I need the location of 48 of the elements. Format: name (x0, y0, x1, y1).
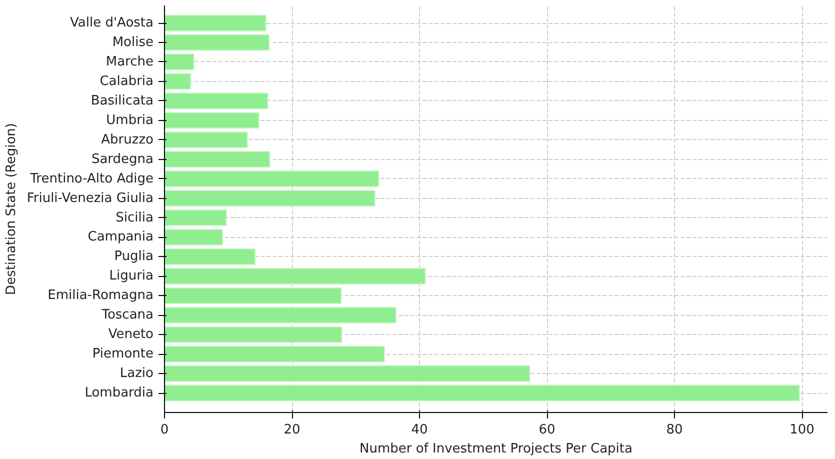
bar (164, 34, 270, 51)
bar (164, 190, 376, 207)
y-tick-label: Basilicata (90, 93, 154, 108)
y-tick-label: Toscana (100, 308, 154, 323)
y-tick-label: Molise (112, 35, 154, 50)
bar (164, 248, 256, 265)
bar (164, 73, 192, 90)
y-tick-label: Lazio (120, 366, 154, 382)
x-tick-label: 20 (284, 422, 300, 438)
bar (164, 306, 396, 324)
y-tick-label: Veneto (108, 327, 154, 342)
y-tick-label: Campania (88, 230, 154, 245)
bar (164, 346, 385, 362)
x-tick-label: 40 (411, 422, 428, 438)
bar (164, 326, 342, 343)
bar (164, 228, 224, 246)
bar (164, 209, 227, 226)
bar (164, 151, 270, 168)
y-tick-label: Sardegna (91, 152, 154, 167)
y-tick-label: Emilia-Romagna (48, 288, 154, 304)
y-tick-label: Valle d'Aosta (70, 16, 154, 31)
x-tick-label: 60 (538, 422, 556, 438)
y-tick-label: Abruzzo (101, 132, 154, 148)
bar (164, 384, 800, 402)
bar (164, 54, 194, 70)
y-tick-label: Umbria (106, 112, 154, 128)
bar (164, 287, 342, 304)
bar (164, 14, 266, 32)
x-axis-title: Number of Investment Projects Per Capita (360, 442, 633, 456)
x-tick-label: 0 (160, 422, 169, 438)
x-tick-label: 80 (666, 422, 683, 438)
y-tick-label: Friuli-Venezia Giulia (26, 190, 154, 206)
y-tick-label: Piemonte (92, 346, 154, 362)
bar (164, 268, 426, 284)
bar (164, 132, 248, 148)
y-tick-label: Calabria (100, 74, 154, 89)
y-tick-label: Sicilia (116, 210, 154, 226)
y-tick-label: Marche (106, 54, 154, 70)
bar (164, 92, 268, 110)
bar (164, 112, 260, 129)
bar (164, 365, 530, 382)
x-tick-label: 100 (790, 422, 814, 438)
y-tick-label: Trentino-Alto Adige (29, 171, 154, 186)
y-tick-label: Lombardia (84, 386, 154, 401)
y-tick-label: Puglia (114, 249, 154, 264)
y-tick-label: Liguria (109, 268, 154, 284)
bar (164, 170, 380, 188)
y-axis-title: Destination State (Region) (4, 123, 19, 295)
